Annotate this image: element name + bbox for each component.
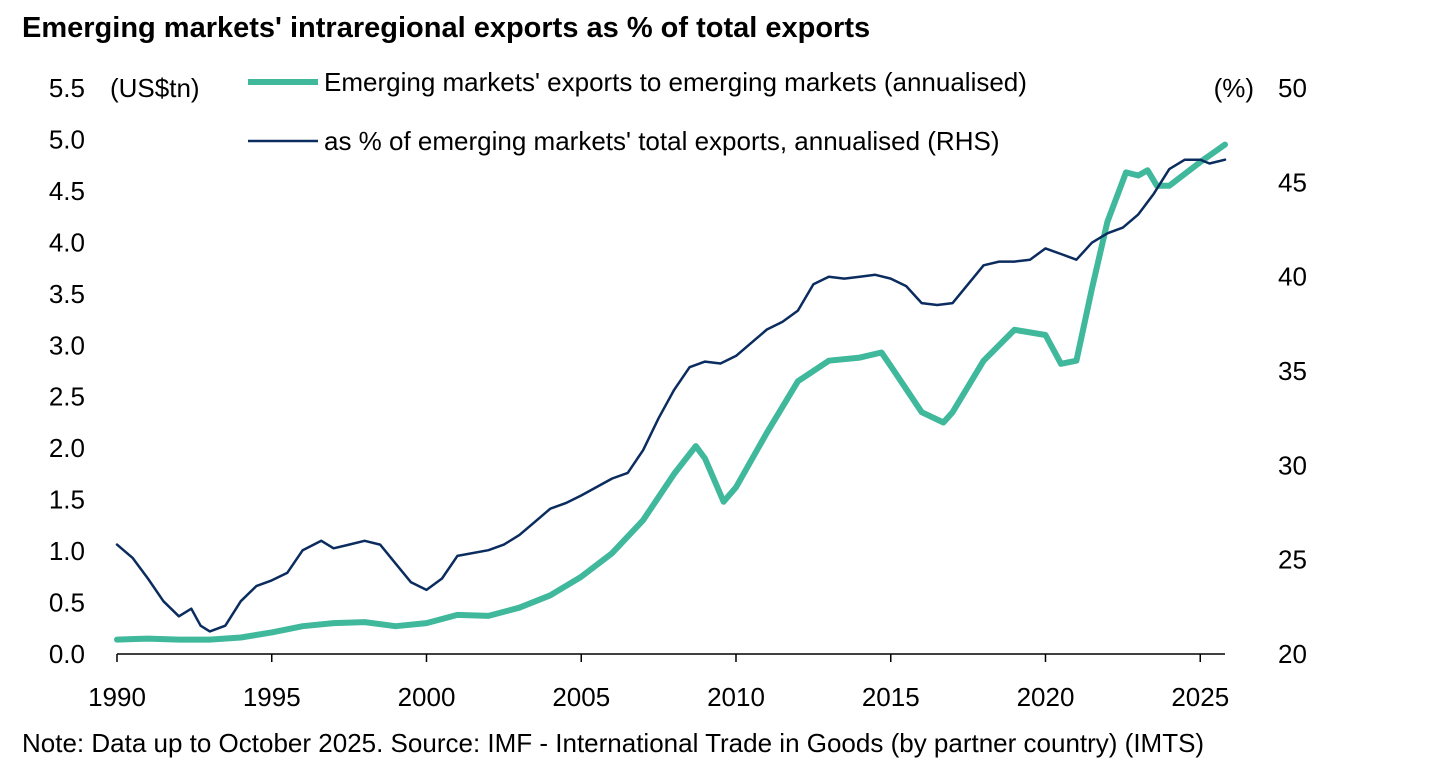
- y2-tick-label: 25: [1278, 545, 1307, 575]
- x-tick-label: 2020: [1017, 682, 1075, 712]
- x-tick-label: 1990: [88, 682, 146, 712]
- x-tick-label: 2005: [552, 682, 610, 712]
- x-tick-label: 2025: [1171, 682, 1229, 712]
- y2-tick-label: 30: [1278, 450, 1307, 480]
- y-tick-label: 3.0: [49, 330, 85, 360]
- y2-tick-label: 50: [1278, 73, 1307, 103]
- y2-tick-label: 45: [1278, 167, 1307, 197]
- y-tick-label: 5.0: [49, 124, 85, 154]
- x-tick-label: 2015: [862, 682, 920, 712]
- x-tick-label: 1995: [243, 682, 301, 712]
- legend: Emerging markets' exports to emerging ma…: [248, 67, 1027, 156]
- y2-axis-unit-label: (%): [1214, 73, 1254, 103]
- y-tick-label: 0.5: [49, 588, 85, 618]
- series-line-exports-lhs: [114, 141, 1228, 643]
- y-tick-label: 4.5: [49, 176, 85, 206]
- series-line-share-rhs: [115, 158, 1227, 633]
- y2-tick-label: 40: [1278, 262, 1307, 292]
- y-tick-label: 0.0: [49, 639, 85, 669]
- chart-note: Note: Data up to October 2025. Source: I…: [22, 728, 1205, 758]
- y2-tick-label: 35: [1278, 356, 1307, 386]
- legend-label: as % of emerging markets' total exports,…: [324, 126, 999, 156]
- axes: 1990 1995 2000 2005 2010 2015 2020 20250.00.51.…: [49, 73, 1307, 712]
- y-tick-label: 2.0: [49, 433, 85, 463]
- y-tick-label: 5.5: [49, 73, 85, 103]
- legend-label: Emerging markets' exports to emerging ma…: [324, 67, 1027, 97]
- y2-tick-label: 20: [1278, 639, 1307, 669]
- y-tick-label: 1.5: [49, 485, 85, 515]
- y-axis-unit-label: (US$tn): [110, 73, 200, 103]
- y-tick-label: 1.0: [49, 536, 85, 566]
- chart-title: Emerging markets' intraregional exports …: [22, 12, 871, 44]
- x-tick-label: 2000: [398, 682, 456, 712]
- y-tick-label: 2.5: [49, 382, 85, 412]
- y-tick-label: 4.0: [49, 227, 85, 257]
- series-lines: [114, 141, 1228, 643]
- y-tick-label: 3.5: [49, 279, 85, 309]
- x-tick-label: 2010: [707, 682, 765, 712]
